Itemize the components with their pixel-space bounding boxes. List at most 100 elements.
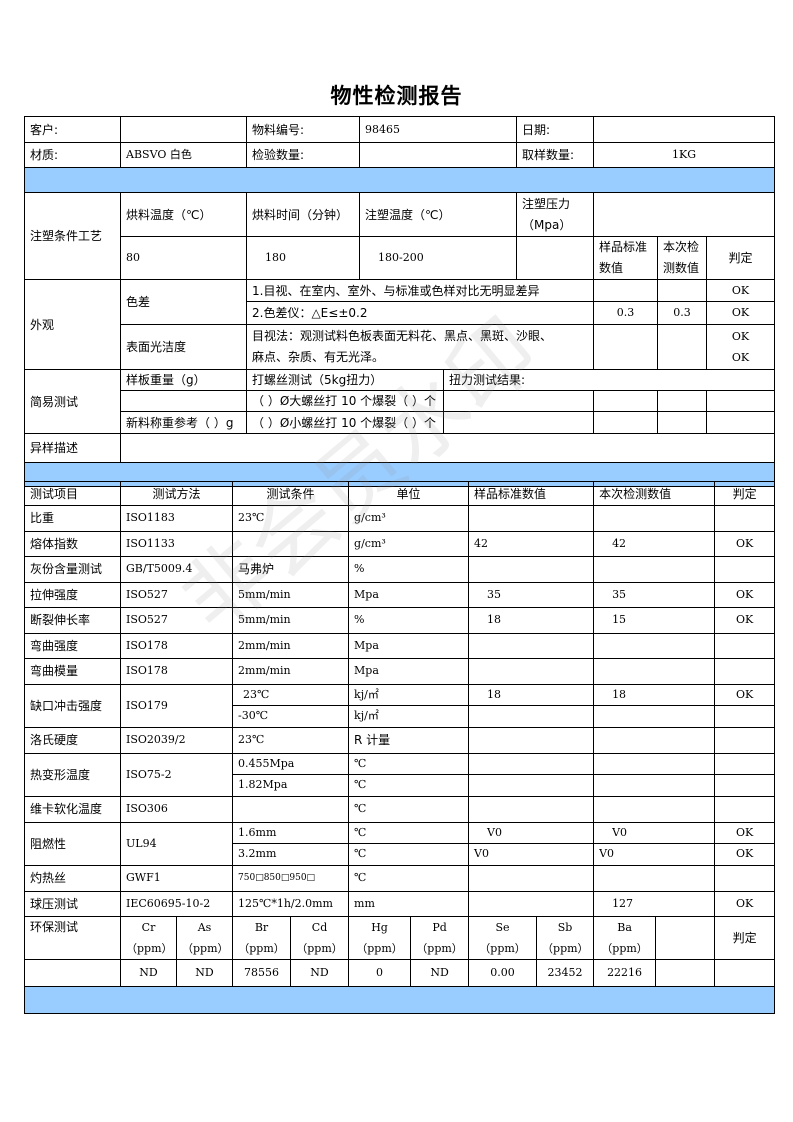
col-item: 测试项目: [24, 481, 121, 506]
empty-cell: [468, 704, 595, 728]
impact-std1: 18: [468, 683, 595, 706]
empty-cell: [714, 704, 776, 728]
empty-cell: [24, 958, 121, 987]
env-element-header: Cd （ppm）: [290, 915, 350, 960]
verdict-label: 判定: [705, 236, 776, 280]
empty-cell: [443, 411, 594, 434]
small-screw: （ ）Ø小螺丝打 10 个爆裂（ ）个: [246, 411, 444, 434]
flame-verdict2: OK: [714, 842, 776, 866]
env-element: Ba: [617, 920, 632, 934]
cell-unit: %: [348, 556, 470, 583]
cell-std: 18: [468, 607, 595, 634]
material-label: 材质:: [24, 142, 121, 168]
date-label: 日期:: [516, 116, 594, 143]
glow-cond: 750□850□950□: [232, 864, 350, 892]
impact-item: 缺口冲击强度: [24, 683, 121, 728]
hdt-unit2: ℃: [348, 773, 470, 797]
appearance-item2: 2.色差仪：△E≤±0.2: [246, 301, 594, 325]
env-value: ND: [410, 958, 470, 987]
cell-this: [593, 505, 716, 532]
empty-cell: [593, 864, 716, 892]
cell-method: ISO527: [119, 581, 234, 608]
env-element-header: Pd （ppm）: [410, 915, 470, 960]
impact-unit1: kj/㎡: [348, 683, 470, 706]
env-element-header: As （ppm）: [175, 915, 234, 960]
item1-verdict: OK: [705, 279, 776, 302]
table-row: 熔体指数 ISO1133 g/cm³ 42 42 OK: [24, 530, 776, 557]
env-value: ND: [175, 958, 234, 987]
customer-label: 客户:: [24, 116, 121, 143]
cell-verdict: [714, 505, 776, 532]
molding-blank: [592, 192, 776, 237]
col-cond: 测试条件: [232, 481, 350, 506]
table-row: 拉伸强度 ISO527 5mm/min Mpa 35 35 OK: [24, 581, 776, 608]
glow-unit: ℃: [348, 864, 470, 892]
customer-value: [120, 116, 247, 143]
surface-verdict-2: OK: [731, 351, 750, 364]
cell-method: ISO178: [119, 632, 234, 659]
header-table: 客户: 物料编号: 98465 日期: 材质: ABSVO 白色 检验数量: 取…: [23, 116, 776, 487]
col-method: 测试方法: [119, 481, 234, 506]
cell-cond: 5mm/min: [232, 607, 350, 634]
cell-this: 42: [593, 530, 716, 557]
cell-verdict: [714, 556, 776, 583]
cell-std: [468, 556, 595, 583]
cell-method: ISO1183: [119, 505, 234, 532]
hdt-cond2: 1.82Mpa: [232, 773, 350, 797]
screw-label: 打螺丝测试（5kg扭力）: [246, 369, 444, 391]
color-diff-label: 色差: [120, 279, 247, 325]
env-element-header: Se （ppm）: [468, 915, 538, 960]
empty-cell: [468, 890, 595, 917]
env-element-header: Ba （ppm）: [593, 915, 657, 960]
env-element: As: [197, 920, 212, 934]
torque-label: 扭力测试结果:: [442, 369, 776, 391]
cell-item: 弯曲强度: [24, 632, 121, 659]
cell-unit: %: [348, 607, 470, 634]
cell-unit: Mpa: [348, 632, 470, 659]
col-unit: 单位: [348, 481, 470, 506]
mold-temp-value: 180-200: [359, 236, 517, 280]
hdt-cond1: 0.455Mpa: [232, 752, 350, 775]
simple-label: 简易测试: [24, 369, 121, 434]
env-unit: （ppm）: [542, 941, 589, 955]
cell-cond: [232, 530, 350, 557]
empty-cell: [593, 279, 658, 302]
pressure-label: 注塑压力（Mpa）: [516, 192, 594, 237]
env-value: 23452: [536, 958, 595, 987]
env-element: Hg: [371, 920, 388, 934]
flame-cond1: 1.6mm: [232, 821, 350, 844]
empty-cell: [593, 390, 658, 412]
impact-verdict1: OK: [714, 683, 776, 706]
empty-cell: [593, 752, 716, 775]
env-element-header: Hg （ppm）: [348, 915, 412, 960]
cell-cond: 23℃: [232, 505, 350, 532]
glow-method: GWF1: [119, 864, 234, 892]
cell-cond: 2mm/min: [232, 632, 350, 659]
empty-cell: [705, 390, 776, 412]
dry-time-label: 烘料时间（分钟）: [246, 192, 360, 237]
dry-temp-label: 烘料温度（℃）: [120, 192, 247, 237]
mold-temp-label: 注塑温度（℃）: [359, 192, 517, 237]
empty-cell: [468, 864, 595, 892]
flame-std1: V0: [468, 821, 595, 844]
this-label: 本次检测数值: [657, 236, 707, 280]
impact-method: ISO179: [119, 683, 234, 728]
pressure-value: [516, 236, 594, 280]
cell-item: 弯曲模量: [24, 658, 121, 685]
env-unit: （ppm）: [601, 941, 648, 955]
flame-unit2: ℃: [348, 842, 470, 866]
env-unit: （ppm）: [238, 941, 285, 955]
ball-verdict: OK: [714, 890, 776, 917]
env-label: 环保测试: [24, 915, 121, 960]
cell-method: ISO1133: [119, 530, 234, 557]
env-verdict: [714, 958, 776, 987]
cell-item: 比重: [24, 505, 121, 532]
vicat-method: ISO306: [119, 795, 234, 823]
cell-unit: Mpa: [348, 581, 470, 608]
sample-qty-value: 1KG: [592, 142, 776, 168]
tests-table: 测试项目 测试方法 测试条件 单位 样品标准数值 本次检测数值 判定 比重 ISO…: [23, 481, 776, 1014]
col-std: 样品标准数值: [468, 481, 595, 506]
cell-cond: 马弗炉: [232, 556, 350, 583]
flame-verdict1: OK: [714, 821, 776, 844]
col-verdict: 判定: [714, 481, 776, 506]
